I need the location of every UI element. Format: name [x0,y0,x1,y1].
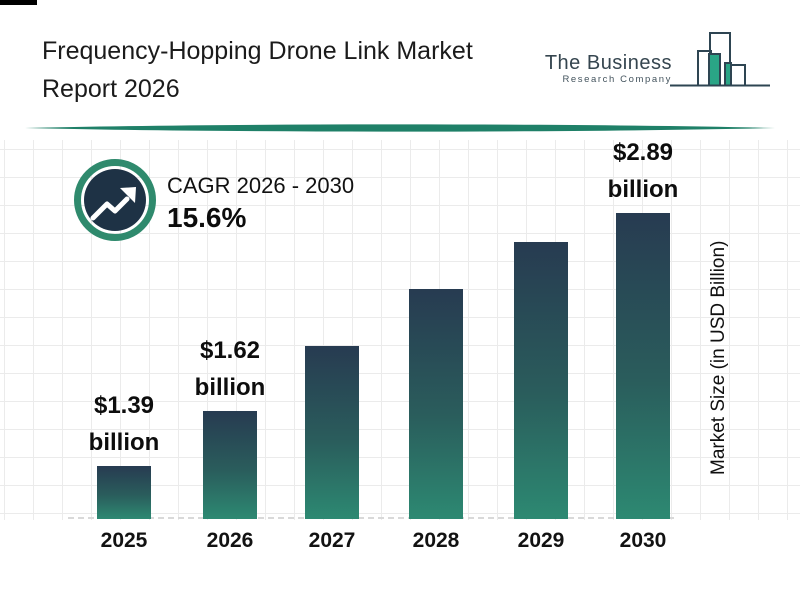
value-label-line: billion [194,374,266,401]
x-tick-label-2029: 2029 [517,529,565,552]
cagr-value: 15.6% [167,202,247,233]
company-name: The Business [544,52,672,74]
x-tick-label-2030: 2030 [619,529,667,552]
bar-2027 [305,346,359,519]
x-tick-label-2025: 2025 [100,529,148,552]
trend-up-icon [73,158,157,242]
value-label-line: $2.89 [612,139,674,166]
x-tick-label-2028: 2028 [412,529,460,552]
bar-2025 [97,466,151,519]
page-title: Frequency-Hopping Drone Link Market Repo… [42,32,582,108]
company-subname: Research Company [562,74,672,85]
x-tick-label-2027: 2027 [308,529,356,552]
teal-divider-line [25,121,775,139]
bar-2028 [409,289,463,519]
page-title-line1: Frequency-Hopping Drone Link Market [42,37,473,65]
bar-2026 [203,411,257,519]
value-label-2030: $2.89 billion [573,134,713,208]
bar-2030 [616,213,670,519]
value-label-line: billion [88,429,160,456]
page-title-line2: Report 2026 [42,75,180,103]
value-label-line: $1.62 [199,337,261,364]
value-label-2025: $1.39 billion [54,387,194,461]
x-tick-label-2026: 2026 [206,529,254,552]
logo-bar-chart-icon [667,26,772,93]
x-axis-baseline [68,517,674,519]
company-logo: The Business Research Company [470,32,770,110]
value-label-line: billion [607,176,679,203]
bar-2029 [514,242,568,519]
value-label-line: $1.39 [93,392,155,419]
company-logo-text: The Business Research Company [545,52,672,86]
top-edge-mark [0,0,37,5]
y-axis-title: Market Size (in USD Billion) [708,240,729,475]
cagr-period-label: CAGR 2026 - 2030 [167,173,355,198]
value-label-2026: $1.62 billion [160,332,300,406]
